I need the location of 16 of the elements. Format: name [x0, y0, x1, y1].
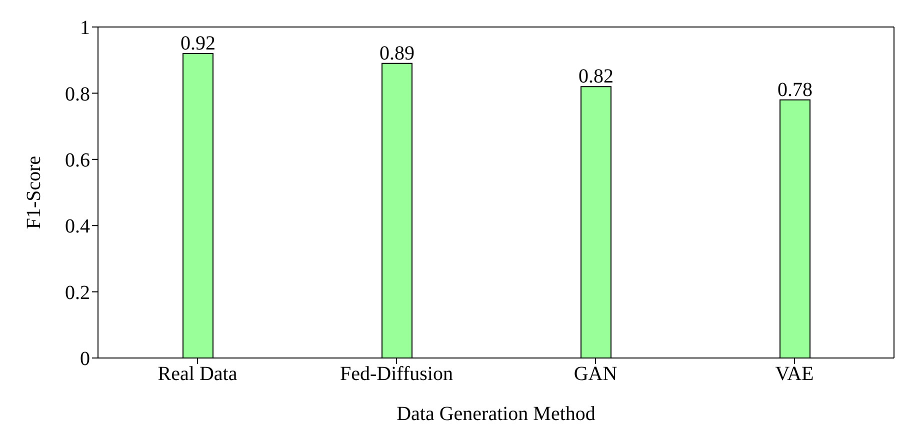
- x-axis-title: Data Generation Method: [396, 403, 596, 425]
- data-label: 0.82: [578, 66, 614, 88]
- x-tick-label: Real Data: [158, 363, 238, 386]
- data-label: 0.78: [778, 78, 812, 101]
- data-label: 0.89: [380, 42, 414, 64]
- y-tick-label: 1: [80, 17, 90, 40]
- y-tick-label: 0.6: [65, 150, 90, 172]
- y-tick-label: 0.2: [65, 282, 90, 304]
- x-tick-label: Fed-Diffusion: [340, 363, 453, 386]
- y-axis-title: F1-Score: [23, 156, 46, 230]
- data-label: 0.92: [180, 32, 216, 54]
- y-tick-label: 0: [80, 348, 90, 370]
- y-tick-label: 0.4: [65, 216, 90, 238]
- y-tick-label: 0.8: [65, 83, 90, 106]
- x-tick-label: GAN: [574, 363, 618, 386]
- x-tick-label: VAE: [775, 363, 814, 386]
